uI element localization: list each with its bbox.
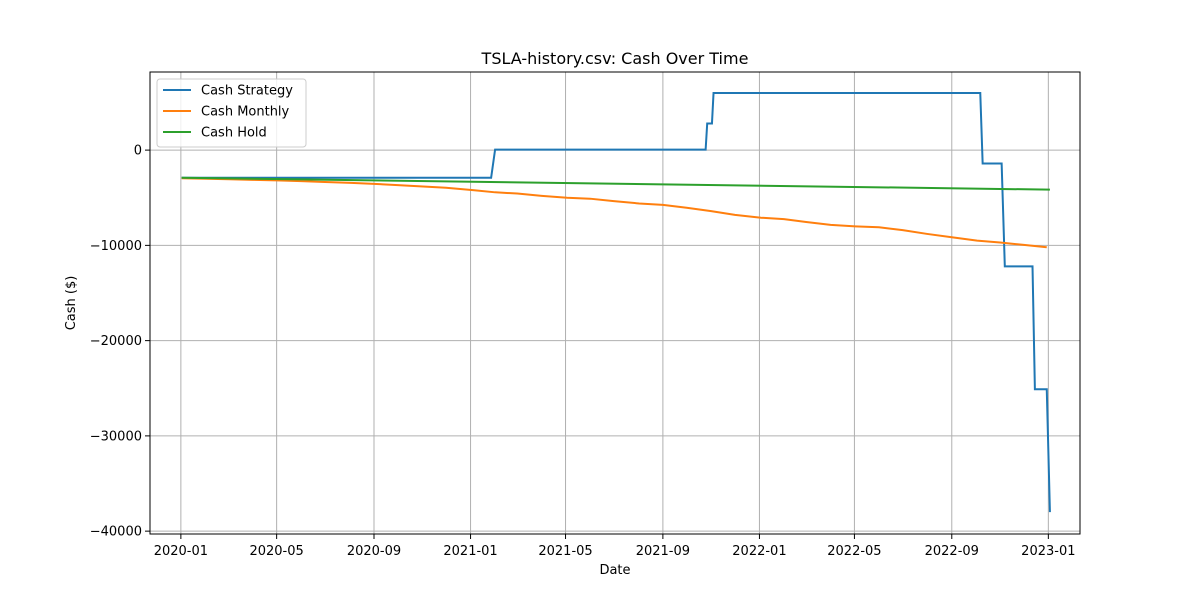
y-tick-label: −10000 — [90, 239, 142, 254]
x-tick-label: 2021-01 — [443, 544, 497, 559]
tick-layer: 2020-01 2020-05 2020-09 2021-01 2021-05 2021-… — [90, 144, 1076, 559]
series-line-cash-monthly — [181, 177, 1047, 249]
y-tick-label: −40000 — [90, 525, 142, 540]
x-tick-label: 2020-05 — [249, 544, 303, 559]
chart-title: TSLA-history.csv: Cash Over Time — [481, 49, 749, 68]
legend: Cash Strategy Cash Monthly Cash Hold — [156, 78, 307, 148]
legend-label-cash-hold: Cash Hold — [201, 126, 267, 141]
x-tick-label: 2022-05 — [827, 544, 881, 559]
y-tick-label: 0 — [134, 144, 142, 159]
plot-area-frame — [149, 71, 1081, 535]
y-tick-label: −30000 — [90, 429, 142, 444]
y-tick-label: −20000 — [90, 334, 142, 349]
y-axis-label: Cash ($) — [64, 276, 79, 331]
x-axis-label: Date — [599, 563, 630, 578]
series-line-cash-hold — [181, 176, 1050, 191]
x-tick-label: 2020-09 — [347, 544, 401, 559]
legend-label-cash-monthly: Cash Monthly — [201, 105, 290, 120]
legend-box — [156, 78, 307, 148]
x-tick-label: 2021-05 — [538, 544, 592, 559]
x-tick-label: 2022-09 — [925, 544, 979, 559]
x-tick-label: 2021-09 — [636, 544, 690, 559]
legend-label-cash-strategy: Cash Strategy — [201, 84, 293, 99]
series-layer — [181, 91, 1051, 513]
series-line-cash-strategy — [181, 91, 1051, 513]
x-tick-label: 2022-01 — [732, 544, 786, 559]
x-tick-label: 2023-01 — [1021, 544, 1075, 559]
x-tick-label: 2020-01 — [154, 544, 208, 559]
